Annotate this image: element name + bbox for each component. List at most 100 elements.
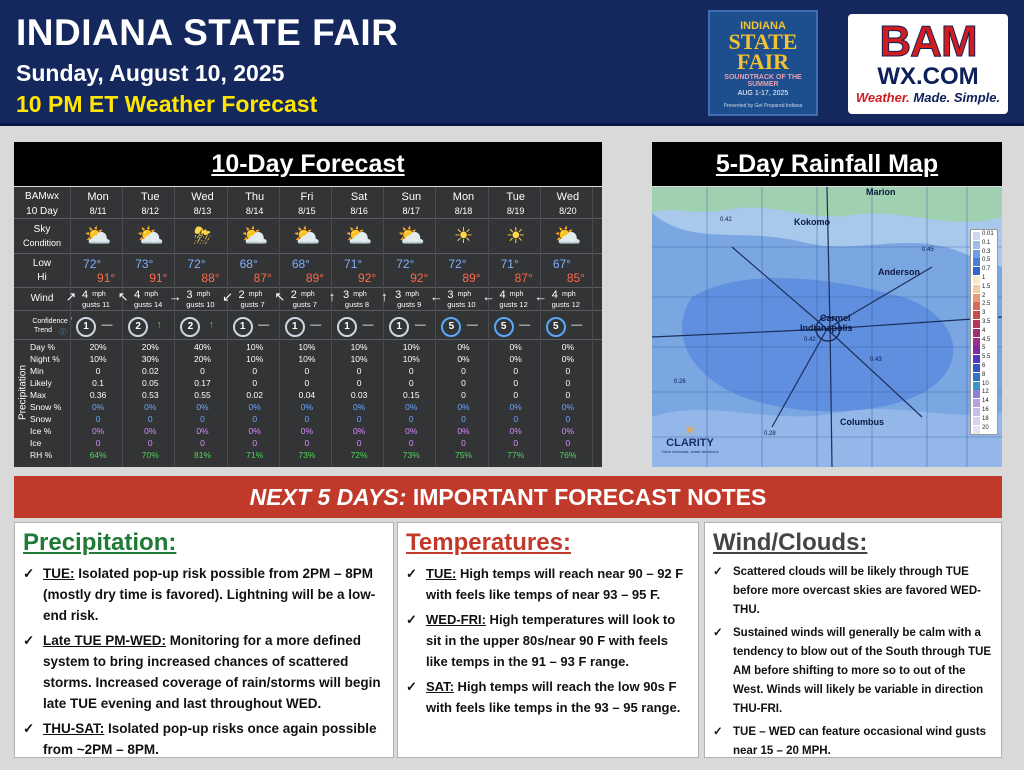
precip-stat: 64% <box>89 450 107 460</box>
precip-stat: 0% <box>405 426 418 436</box>
precip-stat: 0.15 <box>403 390 420 400</box>
city-label: Columbus <box>840 417 884 427</box>
row-separator <box>14 218 602 219</box>
legend-value: 0.7 <box>982 266 991 273</box>
stat-label: Likely <box>30 378 52 388</box>
high-temp: 87° <box>514 271 533 285</box>
precip-stat: 0 <box>513 414 519 424</box>
legend-value: 16 <box>982 407 989 413</box>
confidence-label: Confidence / <box>32 318 72 325</box>
precip-stat: 72% <box>350 450 368 460</box>
note-item: ✓ TUE: High temps will reach near 90 – 92… <box>404 563 690 605</box>
column-separator <box>435 187 436 467</box>
wind-speed: 3 <box>447 289 454 301</box>
legend-value: 2 <box>982 292 986 299</box>
wind-arrow-icon: → <box>168 289 182 304</box>
city-label: Indianapolis <box>800 323 853 333</box>
precip-stat: 10% <box>298 354 316 364</box>
note-lead: THU-SAT: <box>43 721 105 736</box>
legend-value: 1.5 <box>982 283 991 290</box>
precip-stat: 0% <box>561 426 575 436</box>
legend-value: 0.1 <box>982 239 991 246</box>
corner-label-1: BAMwx <box>25 191 59 202</box>
wind-arrow-icon: ↑ <box>328 289 336 304</box>
sun-cloud-icon: ⛅ <box>293 223 321 248</box>
confidence-badge: 1 <box>76 317 96 337</box>
legend-value: 8 <box>982 371 986 378</box>
precip-stat: 75% <box>454 450 472 460</box>
legend-swatch <box>973 267 980 276</box>
legend-value: 0.5 <box>982 257 991 264</box>
forecast-panel-title-text: 10-Day Forecast <box>211 150 405 178</box>
checkmark-icon: ✓ <box>406 566 417 581</box>
legend-swatch <box>973 293 980 302</box>
temperatures-heading: Temperatures: <box>406 529 571 556</box>
high-temp: 85° <box>566 271 585 285</box>
wind-unit: mph <box>509 291 524 298</box>
precip-stat: 0 <box>304 378 310 388</box>
confidence-badge: 1 <box>389 317 410 337</box>
day-name: Wed <box>556 191 580 203</box>
precip-stat: 0 <box>147 414 153 424</box>
rainfall-panel-title-text: 5-Day Rainfall Map <box>715 150 939 178</box>
precip-stat: 10% <box>246 354 264 364</box>
high-temp: 92° <box>410 271 429 285</box>
wind-clouds-heading: Wind/Clouds: <box>713 529 868 556</box>
day-date: 8/17 <box>402 206 421 216</box>
city-label: Marion <box>866 187 896 197</box>
clarity-logo: ☀ CLARITY Clear forecasts, smart decisio… <box>658 423 722 463</box>
stat-label: Day % <box>30 342 56 352</box>
precip-stat: 0% <box>352 402 366 412</box>
note-item: ✓ Scattered clouds will be likely through… <box>711 563 993 620</box>
note-lead: TUE: <box>43 566 75 581</box>
legend-value: 18 <box>982 415 989 422</box>
precip-stat: 0 <box>200 438 205 448</box>
legend-value: 3 <box>982 310 986 317</box>
precip-stat: 0 <box>565 390 571 400</box>
wind-speed: 4 <box>499 289 506 301</box>
low-temp: 71° <box>500 257 519 271</box>
info-icon[interactable]: ⓘ <box>59 329 67 336</box>
legend-swatch <box>973 320 980 328</box>
checkmark-icon: ✓ <box>713 627 723 639</box>
day-date: 8/18 <box>454 206 473 216</box>
precip-stat: 40% <box>193 342 211 352</box>
sky-label-2: Condition <box>22 238 62 248</box>
row-separator <box>14 253 602 254</box>
bam-logo-text: BAM <box>879 17 978 66</box>
precip-stat: 0.53 <box>142 390 159 400</box>
precip-stat: 73% <box>298 450 316 460</box>
day-date: 8/16 <box>350 206 368 216</box>
legend-value: 20 <box>982 424 989 431</box>
wind-label: Wind <box>30 293 54 304</box>
low-temp: 72° <box>83 257 102 271</box>
fair-logo-line6: Presented by Get Prepared Indiana <box>723 103 803 109</box>
wind-arrow-icon: ↖ <box>117 289 129 304</box>
precip-stat: 10% <box>298 342 316 352</box>
bam-logo-domain: WX.COM <box>877 63 979 90</box>
wind-unit: mph <box>405 291 419 298</box>
tagline-word2: Made. <box>913 90 951 105</box>
day-name: Tue <box>141 191 160 203</box>
legend-swatch <box>973 381 980 390</box>
sun-cloud-icon: ⛅ <box>84 223 112 248</box>
wind-unit: mph <box>561 291 576 298</box>
precip-stat: 73% <box>402 450 420 460</box>
sun-icon: ☀ <box>505 223 526 248</box>
precip-stat: 0% <box>300 402 314 412</box>
wind-gusts: gusts 7 <box>292 300 317 309</box>
column-separator <box>592 187 593 467</box>
note-text: High temperatures will look to sit in th… <box>426 612 676 669</box>
wind-clouds-notes: Wind/Clouds: ✓ Scattered clouds will be l… <box>704 522 1002 758</box>
high-temp: 91° <box>149 271 168 285</box>
precip-stat: 0 <box>200 414 205 424</box>
confidence-badge: 5 <box>545 317 566 337</box>
trend-label: Trend <box>33 327 53 334</box>
precip-stat: 0% <box>457 402 470 412</box>
temperature-notes: Temperatures: ✓ TUE: High temps will reac… <box>397 522 699 758</box>
day-name: Wed <box>191 191 214 203</box>
checkmark-icon: ✓ <box>23 721 35 736</box>
rainfall-panel-title: 5-Day Rainfall Map <box>652 142 1002 186</box>
legend-swatch <box>973 399 980 408</box>
precip-stat: 0 <box>200 366 205 376</box>
